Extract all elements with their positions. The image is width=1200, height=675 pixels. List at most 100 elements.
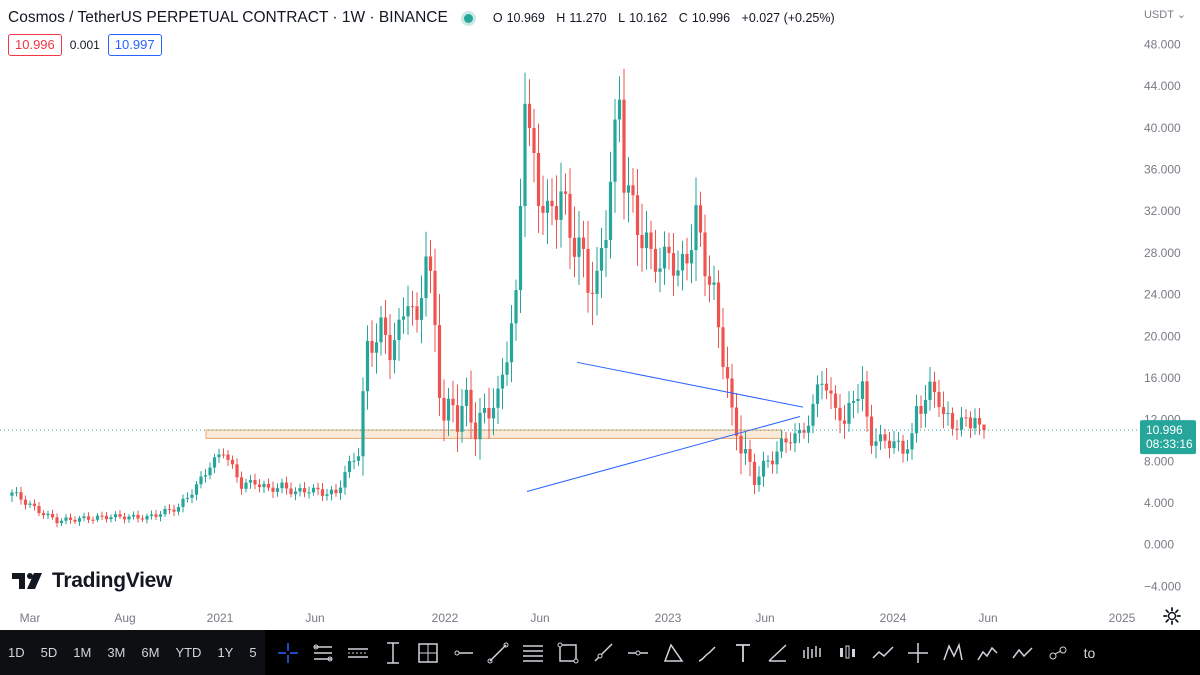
candle-body[interactable] xyxy=(536,152,541,206)
candle-body[interactable] xyxy=(721,327,725,367)
candle-body[interactable] xyxy=(554,206,559,220)
candle-body[interactable] xyxy=(415,306,419,320)
candle-body[interactable] xyxy=(41,513,46,516)
candle-body[interactable] xyxy=(275,488,280,492)
candle-body[interactable] xyxy=(748,449,752,462)
candle-body[interactable] xyxy=(136,514,140,519)
candle-body[interactable] xyxy=(626,185,631,193)
candle-body[interactable] xyxy=(631,185,635,196)
candle-body[interactable] xyxy=(766,460,770,462)
candle-body[interactable] xyxy=(343,472,347,488)
candle-body[interactable] xyxy=(352,460,356,462)
candle-body[interactable] xyxy=(829,390,833,394)
candle-body[interactable] xyxy=(257,484,262,488)
candle-body[interactable] xyxy=(613,119,617,182)
symbol-title[interactable]: Cosmos / TetherUS PERPETUAL CONTRACT · 1… xyxy=(8,9,448,26)
candle-body[interactable] xyxy=(95,515,100,520)
candle-body[interactable] xyxy=(262,483,266,488)
ray-tool-button[interactable] xyxy=(586,630,621,675)
candle-body[interactable] xyxy=(946,412,950,415)
candle-body[interactable] xyxy=(838,407,842,421)
candle-body[interactable] xyxy=(910,433,914,450)
candle-body[interactable] xyxy=(851,400,856,403)
candle-body[interactable] xyxy=(392,340,397,361)
candle-body[interactable] xyxy=(599,247,604,271)
candle-body[interactable] xyxy=(253,480,257,485)
candle-body[interactable] xyxy=(455,405,460,432)
candle-body[interactable] xyxy=(482,408,487,413)
candle-body[interactable] xyxy=(23,499,28,505)
candle-body[interactable] xyxy=(761,460,766,477)
candle-body[interactable] xyxy=(550,200,554,207)
candle-body[interactable] xyxy=(788,442,793,444)
candle-body[interactable] xyxy=(284,482,289,489)
candle-body[interactable] xyxy=(383,317,388,335)
elliott-correction-tool-button[interactable] xyxy=(1006,630,1041,675)
candle-body[interactable] xyxy=(811,403,815,426)
candle-body[interactable] xyxy=(19,492,23,500)
candle-body[interactable] xyxy=(370,340,374,353)
timeframe-button[interactable]: 6M xyxy=(141,645,160,660)
candle-body[interactable] xyxy=(248,480,253,483)
candle-body[interactable] xyxy=(77,518,82,522)
crosshair-tool-button[interactable] xyxy=(271,630,306,675)
candle-body[interactable] xyxy=(338,487,343,494)
candle-body[interactable] xyxy=(572,237,577,257)
triangle-tool-button[interactable] xyxy=(656,630,691,675)
candle-body[interactable] xyxy=(937,392,941,408)
candle-body[interactable] xyxy=(28,503,32,505)
triangle-upper-line[interactable] xyxy=(576,361,804,408)
candle-body[interactable] xyxy=(581,237,586,249)
candle-body[interactable] xyxy=(568,193,572,238)
candle-body[interactable] xyxy=(361,391,365,457)
candle-body[interactable] xyxy=(842,420,847,424)
candle-body[interactable] xyxy=(509,323,514,363)
candle-body[interactable] xyxy=(901,440,905,454)
horizontal-line-tool-button[interactable] xyxy=(621,630,656,675)
candle-body[interactable] xyxy=(91,519,95,521)
candle-body[interactable] xyxy=(752,461,757,485)
candle-body[interactable] xyxy=(334,489,338,494)
candle-body[interactable] xyxy=(14,492,19,494)
candle-body[interactable] xyxy=(959,417,964,430)
timeframe-button[interactable]: 1M xyxy=(73,645,92,660)
candle-body[interactable] xyxy=(865,381,869,417)
brush-tool-button[interactable] xyxy=(691,630,726,675)
candle-body[interactable] xyxy=(919,406,923,414)
candle-body[interactable] xyxy=(527,103,532,128)
candle-body[interactable] xyxy=(707,276,712,285)
candle-body[interactable] xyxy=(325,494,329,496)
sell-button[interactable]: 10.996 xyxy=(8,34,62,56)
candle-body[interactable] xyxy=(329,489,334,495)
candle-body[interactable] xyxy=(118,514,122,517)
price-chart-canvas[interactable]: 48.000 44.000 40.000 36.000 32.000 28.000 24.0… xyxy=(0,0,1200,630)
candle-body[interactable] xyxy=(46,513,50,516)
candle-body[interactable] xyxy=(968,417,973,429)
candle-body[interactable] xyxy=(784,438,788,443)
candle-body[interactable] xyxy=(221,454,226,456)
text-tool-button[interactable] xyxy=(726,630,761,675)
candle-body[interactable] xyxy=(680,253,685,271)
candle-body[interactable] xyxy=(658,268,662,272)
tradingview-logo[interactable]: TradingView xyxy=(12,569,172,593)
buy-button[interactable]: 10.997 xyxy=(107,34,162,56)
candle-body[interactable] xyxy=(541,205,545,213)
candle-body[interactable] xyxy=(64,517,68,521)
candle-body[interactable] xyxy=(532,127,536,153)
timeframe-button[interactable]: 5 xyxy=(249,645,257,660)
candle-body[interactable] xyxy=(217,454,221,458)
candle-body[interactable] xyxy=(676,270,680,276)
candle-body[interactable] xyxy=(640,235,644,249)
candle-body[interactable] xyxy=(496,388,500,408)
timeframe-button[interactable]: YTD xyxy=(175,645,202,660)
candle-body[interactable] xyxy=(226,454,230,460)
timeframe-button[interactable]: 5D xyxy=(40,645,58,660)
candle-body[interactable] xyxy=(806,425,811,433)
candle-body[interactable] xyxy=(914,406,919,434)
candle-body[interactable] xyxy=(185,497,190,499)
rectangle-tool-button[interactable] xyxy=(551,630,586,675)
candle-body[interactable] xyxy=(856,399,860,401)
candle-body[interactable] xyxy=(514,290,518,324)
candle-body[interactable] xyxy=(230,459,235,465)
candle-body[interactable] xyxy=(419,298,424,320)
